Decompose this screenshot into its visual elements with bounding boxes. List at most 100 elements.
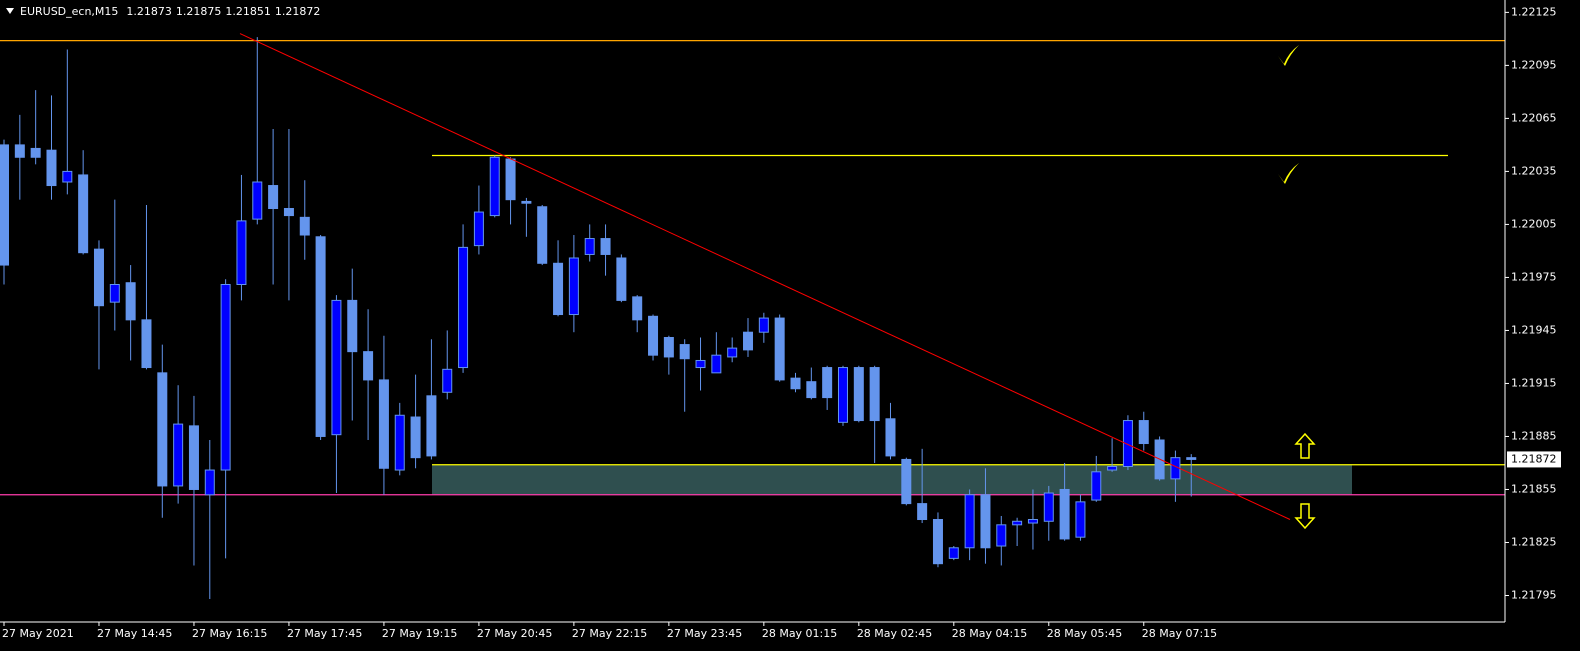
header-high: 1.21875 (176, 5, 222, 18)
header: EURUSD_ecn,M15 1.21873 1.21875 1.21851 1.218… (20, 5, 320, 18)
candle-body (695, 359, 706, 369)
y-tick-label: 1.22125 (1511, 5, 1557, 18)
check-mark (1278, 163, 1299, 184)
zone (432, 464, 1352, 495)
candle-body (1091, 471, 1102, 501)
candle-body (837, 367, 848, 423)
candle-body (30, 147, 41, 158)
candle-body (394, 414, 405, 471)
x-tick-label: 27 May 16:15 (192, 627, 267, 640)
candle-body (0, 144, 9, 266)
candle-body (331, 299, 342, 436)
candle-body (521, 200, 532, 204)
candle-body (964, 494, 975, 549)
trendline (239, 33, 1291, 520)
x-tick-label: 28 May 05:45 (1047, 627, 1122, 640)
candle-body (236, 220, 247, 285)
y-tick-label: 1.21855 (1511, 482, 1557, 495)
x-tick-label: 28 May 07:15 (1142, 627, 1217, 640)
y-tick-label: 1.22065 (1511, 111, 1557, 124)
candle-body (600, 238, 611, 255)
candle-body (853, 367, 864, 422)
x-tick-label: 27 May 2021 (2, 627, 74, 640)
candle-body (537, 206, 548, 264)
candle-body (489, 156, 500, 217)
candle-body (473, 211, 484, 247)
candle-body (220, 283, 231, 471)
candle-body (283, 208, 294, 217)
candle-body (727, 347, 738, 358)
candle-body (1075, 501, 1086, 538)
candle-body (252, 181, 263, 220)
x-tick-label: 28 May 04:15 (952, 627, 1027, 640)
candle-body (1107, 466, 1118, 471)
candle-body (996, 524, 1007, 547)
candle-body (141, 319, 152, 369)
plot (0, 33, 1505, 600)
candle-body (790, 377, 801, 390)
candle-body (553, 262, 564, 316)
candle-body (948, 547, 959, 559)
y-tick-label: 1.21915 (1511, 376, 1557, 389)
candle-body (378, 379, 389, 469)
candle-body (426, 395, 437, 457)
candle-body (363, 351, 374, 381)
y-tick-label: 1.21795 (1511, 588, 1557, 601)
y-tick-label: 1.22035 (1511, 164, 1557, 177)
candle-body (505, 158, 516, 201)
x-tick-label: 28 May 02:45 (857, 627, 932, 640)
candle-body (1012, 520, 1023, 526)
candle-body (885, 418, 896, 457)
candle-body (1027, 519, 1038, 524)
candle-body (743, 331, 754, 351)
y-tick-label: 1.22095 (1511, 58, 1557, 71)
x-tick-label: 27 May 20:45 (477, 627, 552, 640)
candle-body (62, 170, 73, 183)
x-tick-label: 27 May 19:15 (382, 627, 457, 640)
candle-body (980, 494, 991, 549)
y-tick-label: 1.21975 (1511, 270, 1557, 283)
candle-body (347, 299, 358, 353)
header-close: 1.21872 (275, 5, 321, 18)
candle-body (758, 317, 769, 333)
candle-body (1186, 457, 1197, 460)
candle-body (869, 367, 880, 422)
symbol: EURUSD_ecn,M15 (20, 5, 118, 18)
header-low: 1.21851 (225, 5, 271, 18)
candle-body (584, 238, 595, 255)
y-tick-label: 1.21825 (1511, 535, 1557, 548)
y-tick-label: 1.21885 (1511, 429, 1557, 442)
candle-body (78, 174, 89, 254)
header-open: 1.21873 (126, 5, 172, 18)
check-mark (1278, 45, 1299, 66)
candle-body (1138, 420, 1149, 445)
price-label-box (1507, 451, 1561, 468)
candle-body (204, 469, 215, 496)
candle-body (648, 315, 659, 356)
x-tick-label: 27 May 22:15 (572, 627, 647, 640)
candle-body (632, 296, 643, 321)
candle-body (14, 144, 25, 158)
candle-body (917, 503, 928, 521)
menu-triangle[interactable] (6, 8, 14, 14)
candle-body (458, 246, 469, 369)
candle-body (410, 416, 421, 459)
candle-body (901, 458, 912, 505)
candle-body (442, 368, 453, 393)
candle-body (268, 185, 279, 210)
x-tick-label: 27 May 23:45 (667, 627, 742, 640)
candle-body (173, 423, 184, 487)
y-tick-label: 1.22005 (1511, 217, 1557, 230)
arrow-down (1294, 503, 1316, 530)
candle-body (774, 317, 785, 381)
candle-body (663, 337, 674, 358)
candle-body (616, 257, 627, 301)
candle-body (125, 282, 136, 321)
candle-body (157, 372, 168, 487)
arrow-up (1294, 432, 1316, 459)
candle-body (109, 283, 120, 303)
candle-body (93, 248, 104, 307)
candle-body (806, 381, 817, 399)
candle-body (315, 236, 326, 437)
